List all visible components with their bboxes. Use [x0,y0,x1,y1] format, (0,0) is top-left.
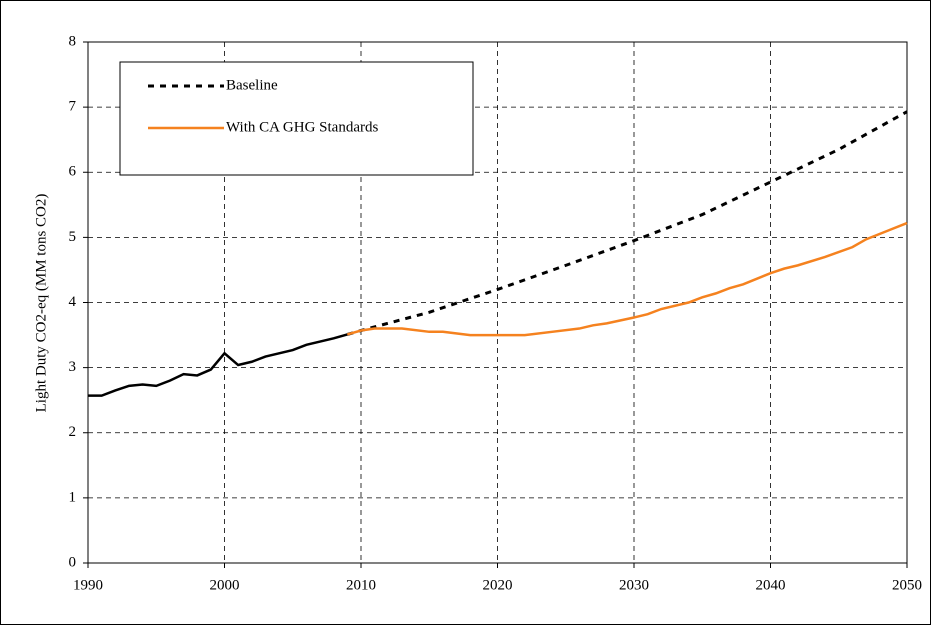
y-tick-label: 2 [69,424,77,440]
y-tick-label: 7 [69,99,77,115]
y-tick-label: 5 [69,229,77,245]
plot-area [87,41,908,564]
x-tick-label: 2010 [346,577,376,593]
x-tick-label: 1990 [73,577,103,593]
y-tick-label: 3 [69,359,77,375]
x-tick-label: 2050 [892,577,922,593]
x-tick-label: 2000 [210,577,240,593]
y-tick-label: 0 [69,554,77,570]
series-line [88,333,348,397]
y-tick-label: 6 [69,164,77,180]
y-tick-label: 1 [69,489,77,505]
series-line [347,221,908,337]
legend-label: Baseline [226,77,278,93]
series-line [346,110,908,336]
x-tick-label: 2040 [756,577,786,593]
y-axis-label: Light Duty CO2-eq (MM tons CO2) [33,194,49,413]
x-tick-label: 2020 [483,577,513,593]
legend-label: With CA GHG Standards [226,119,378,135]
legend-box [119,61,474,176]
y-tick-label: 8 [69,33,77,49]
x-tick-label: 2030 [619,577,649,593]
y-tick-label: 4 [69,294,77,310]
